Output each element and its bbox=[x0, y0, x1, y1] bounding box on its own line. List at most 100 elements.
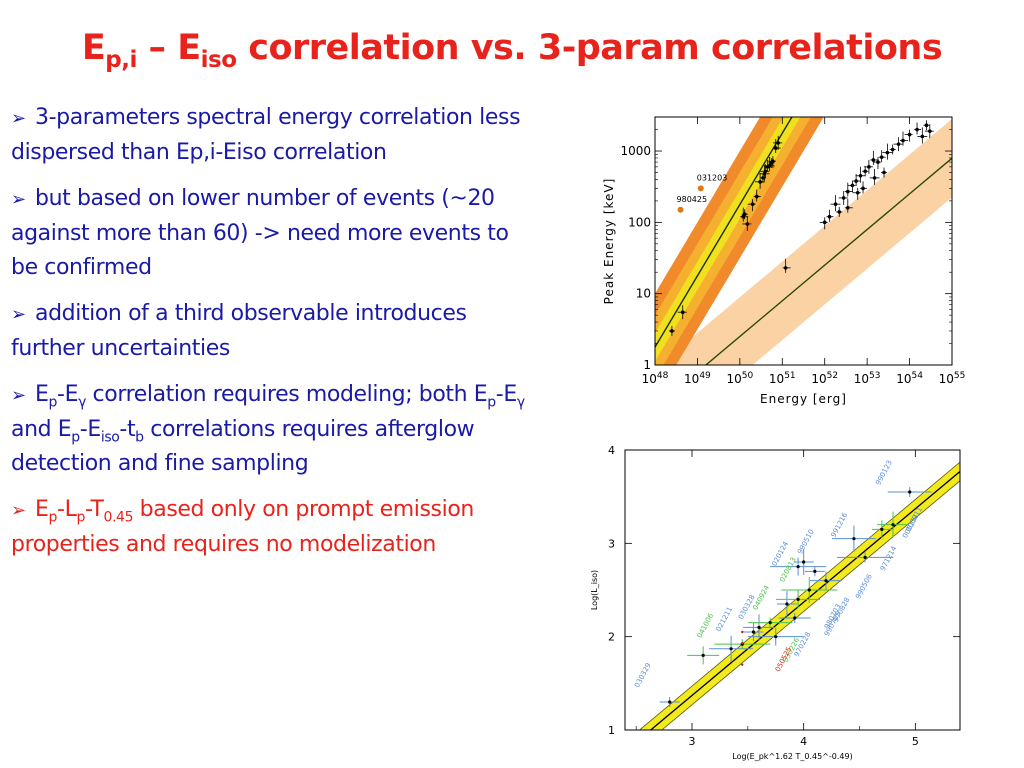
bullet-text: p bbox=[76, 509, 85, 526]
data-point bbox=[796, 565, 800, 569]
data-point bbox=[774, 635, 778, 639]
x-tick-label: 1051 bbox=[769, 371, 796, 386]
data-point bbox=[854, 179, 858, 183]
best-fit-line bbox=[649, 470, 960, 730]
bullet-item: ➢ 3-parameters spectral energy correlati… bbox=[11, 101, 531, 170]
bullet-text: based only on prompt emission properties… bbox=[11, 497, 474, 557]
outlier-label: 980425 bbox=[677, 195, 708, 204]
plot-area bbox=[638, 461, 960, 730]
data-point bbox=[841, 196, 846, 200]
bullet-text: correlations requires afterglow detectio… bbox=[11, 417, 475, 476]
data-point bbox=[754, 194, 759, 199]
bullet-text: 3-parameters spectral energy correlation… bbox=[11, 105, 521, 165]
data-point bbox=[822, 220, 827, 225]
point-label: 971214 bbox=[879, 544, 899, 572]
y-tick-label: 1000 bbox=[620, 144, 651, 158]
data-point bbox=[785, 602, 789, 606]
point-label: 021211 bbox=[715, 606, 735, 633]
data-point bbox=[807, 588, 811, 592]
x-tick-label: 1054 bbox=[896, 371, 923, 386]
bullet-text: correlation requires modeling; both E bbox=[85, 382, 488, 407]
arrow-bullet-icon: ➢ bbox=[11, 189, 32, 210]
data-point bbox=[880, 527, 884, 531]
y-tick-label: 2 bbox=[608, 631, 615, 644]
bullet-item: ➢ but based on lower number of events (~… bbox=[11, 182, 531, 285]
best-fit-line bbox=[655, 117, 793, 349]
arrow-bullet-icon: ➢ bbox=[11, 385, 32, 406]
y-tick-label: 10 bbox=[636, 287, 651, 301]
bullet-text: -L bbox=[57, 497, 77, 522]
x-tick-label: 3 bbox=[689, 735, 696, 748]
bullet-text: E bbox=[35, 497, 49, 522]
x-axis-label: Log(E_pk^1.62 T_0.45^-0.49) bbox=[732, 752, 852, 761]
data-point bbox=[813, 569, 817, 573]
bullet-text: 0.45 bbox=[103, 509, 134, 526]
data-point bbox=[928, 129, 932, 133]
data-point bbox=[670, 329, 674, 333]
data-point bbox=[741, 642, 744, 645]
x-tick-label: 1055 bbox=[939, 371, 966, 386]
x-tick-label: 1052 bbox=[811, 371, 838, 386]
bullet-text: -E bbox=[79, 417, 101, 442]
x-axis-label: Energy [erg] bbox=[760, 392, 847, 406]
bullet-text: p bbox=[48, 394, 58, 411]
data-point bbox=[802, 560, 806, 564]
point-label: 990506 bbox=[854, 572, 874, 600]
bullet-text: -t bbox=[119, 417, 136, 442]
data-point bbox=[827, 214, 832, 219]
data-point bbox=[891, 523, 895, 527]
point-label: 991216 bbox=[830, 511, 850, 539]
data-point bbox=[901, 138, 905, 143]
best-fit-line bbox=[704, 157, 952, 365]
data-point bbox=[863, 555, 867, 559]
bullet-item: ➢ Ep-Lp-T0.45 based only on prompt emiss… bbox=[11, 493, 531, 562]
data-point bbox=[729, 647, 733, 651]
bullet-text: -E bbox=[57, 382, 79, 407]
y-axis-label: Log(L_iso) bbox=[590, 570, 599, 610]
data-point bbox=[824, 579, 828, 583]
arrow-bullet-icon: ➢ bbox=[11, 304, 32, 325]
bullet-item: ➢ addition of a third observable introdu… bbox=[11, 297, 531, 366]
correlation-band bbox=[655, 117, 812, 365]
point-label: 030329 bbox=[633, 662, 653, 689]
data-point bbox=[861, 186, 865, 191]
bullet-item: ➢ Ep-Eγ correlation requires modeling; b… bbox=[11, 378, 531, 481]
outlier-point bbox=[697, 185, 704, 192]
data-point bbox=[761, 176, 765, 180]
bullet-text: -E bbox=[495, 382, 517, 407]
bullet-text: b bbox=[135, 429, 144, 446]
ep-eiso-chart: 980425 031203 1048 1049 1050 1051 1052 1053 1054… bbox=[602, 116, 966, 406]
bullet-text: E bbox=[35, 382, 49, 407]
y-tick-label: 100 bbox=[628, 215, 651, 229]
data-point bbox=[741, 630, 744, 634]
data-point bbox=[908, 490, 912, 494]
point-label: 990510 bbox=[796, 528, 816, 555]
data-point bbox=[907, 132, 912, 137]
bullet-text: but based on lower number of events (~20… bbox=[11, 186, 509, 280]
y-tick-label: 1 bbox=[643, 358, 651, 372]
bullet-text: addition of a third observable introduce… bbox=[11, 301, 467, 361]
data-point bbox=[852, 537, 856, 541]
data-point bbox=[741, 663, 744, 666]
data-point bbox=[783, 266, 788, 270]
data-point bbox=[833, 202, 838, 206]
outlier-point bbox=[677, 206, 684, 213]
slide-title: Ep,i – Eiso correlation vs. 3-param corr… bbox=[81, 28, 943, 73]
point-label: 990123 bbox=[874, 459, 894, 486]
data-point bbox=[858, 173, 863, 178]
bullet-text: p bbox=[71, 429, 80, 446]
data-point bbox=[745, 222, 750, 226]
x-tick-label: 4 bbox=[800, 735, 807, 748]
y-axis-label: Peak Energy [keV] bbox=[602, 178, 616, 305]
data-point bbox=[915, 127, 919, 132]
data-point bbox=[863, 169, 868, 174]
outlier-label: 031203 bbox=[697, 173, 728, 182]
arrow-bullet-icon: ➢ bbox=[11, 500, 32, 521]
data-point bbox=[768, 621, 772, 625]
point-label: 041006 bbox=[696, 612, 716, 640]
plot-area bbox=[655, 117, 952, 365]
data-point bbox=[890, 147, 895, 152]
data-point bbox=[872, 176, 877, 180]
x-tick-label: 1048 bbox=[642, 371, 669, 386]
bullet-text: and E bbox=[11, 417, 72, 442]
